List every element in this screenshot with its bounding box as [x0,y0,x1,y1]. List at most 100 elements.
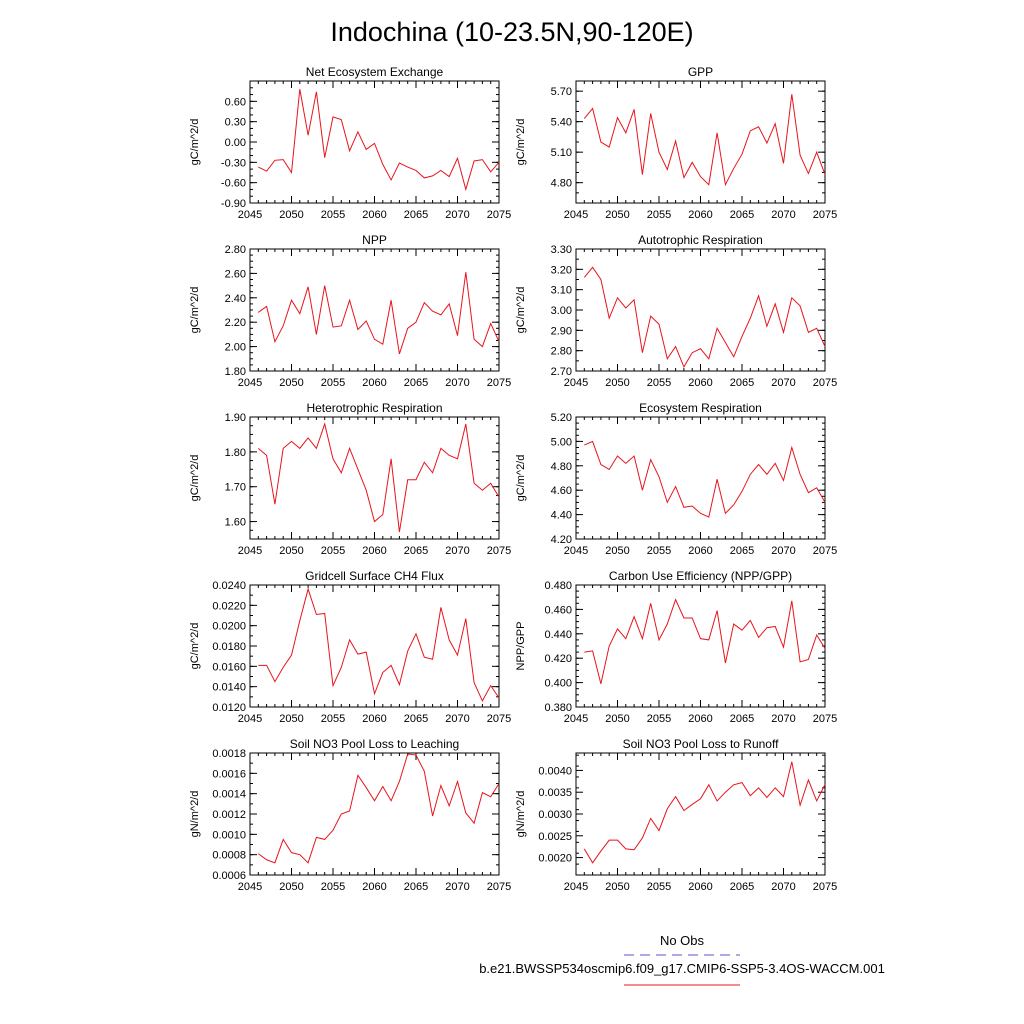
panel-10: Soil NO3 Pool Loss to Runoff gN/m^2/d 2045… [515,737,837,893]
y-tick-label: 0.0006 [212,870,246,882]
y-tick-label: 0.440 [544,629,572,641]
y-tick-label: 0.0035 [538,787,572,799]
x-tick-label: 2055 [321,209,345,221]
y-tick-label: 0.0020 [538,853,572,865]
panel-title: Carbon Use Efficiency (NPP/GPP) [609,569,792,583]
y-tick-label: 1.70 [225,482,246,494]
x-tick-label: 2050 [279,713,303,725]
panel-title: Soil NO3 Pool Loss to Runoff [623,737,780,751]
y-tick-label: 5.00 [551,436,572,448]
panel-title: Gridcell Surface CH4 Flux [305,569,444,583]
x-tick-label: 2060 [362,209,386,221]
x-tick-label: 2055 [321,377,345,389]
plot-frame [249,752,500,876]
x-tick-label: 2070 [445,545,469,557]
x-tick-label: 2065 [404,881,428,893]
x-tick-label: 2060 [362,713,386,725]
x-tick-label: 2070 [771,209,795,221]
panel-title: Net Ecosystem Exchange [306,65,444,79]
panel-title: Heterotrophic Respiration [306,401,442,415]
y-tick-label: 0.00 [225,137,246,149]
y-tick-label: 0.0200 [212,621,246,633]
y-tick-label: 4.40 [551,510,572,522]
panel-4: Autotrophic Respiration gC/m^2/d 2045 2050 2… [515,233,837,389]
y-axis-label: gC/m^2/d [515,119,527,166]
plot-frame [575,416,826,540]
x-tick-label: 2075 [813,881,837,893]
x-tick-label: 2060 [362,377,386,389]
series-line [258,587,500,703]
x-tick-label: 2075 [487,209,511,221]
panel-title: NPP [362,233,387,247]
x-tick-label: 2055 [647,209,671,221]
y-axis-label: gN/m^2/d [515,791,527,838]
y-tick-label: 2.20 [225,317,246,329]
y-tick-label: 0.0180 [212,641,246,653]
y-tick-label: 0.0240 [212,580,246,592]
x-tick-label: 2060 [362,545,386,557]
y-tick-label: 0.0160 [212,661,246,673]
y-tick-label: 5.70 [551,86,572,98]
y-tick-label: 3.30 [551,244,572,256]
x-tick-label: 2060 [688,881,712,893]
y-axis-label: gC/m^2/d [189,455,201,502]
y-tick-label: 0.480 [544,580,572,592]
y-tick-label: 0.0010 [212,829,246,841]
y-axis-label: gC/m^2/d [515,455,527,502]
y-tick-label: 0.30 [225,117,246,129]
x-tick-label: 2065 [730,209,754,221]
panel-5: Heterotrophic Respiration gC/m^2/d 2045 205… [189,401,511,557]
x-tick-label: 2050 [605,881,629,893]
y-tick-label: 0.0140 [212,682,246,694]
y-tick-label: 0.0025 [538,831,572,843]
x-tick-label: 2070 [771,377,795,389]
y-tick-label: 5.40 [551,117,572,129]
x-tick-label: 2055 [647,713,671,725]
plot-frame [575,752,826,876]
x-tick-label: 2055 [321,713,345,725]
panel-title: Ecosystem Respiration [639,401,762,415]
x-tick-label: 2060 [688,545,712,557]
y-tick-label: 0.0014 [212,789,246,801]
y-tick-label: 0.420 [544,653,572,665]
plot-frame [575,584,826,708]
x-tick-label: 2045 [238,713,262,725]
y-tick-label: 0.0040 [538,765,572,777]
x-tick-label: 2065 [404,713,428,725]
panels-container: Net Ecosystem Exchange gC/m^2/d 2045 2050 20… [189,65,837,893]
y-tick-label: 0.0008 [212,850,246,862]
series-line [258,753,500,864]
x-tick-label: 2075 [487,713,511,725]
legend-obs-label: No Obs [660,933,705,948]
y-tick-label: 0.0120 [212,702,246,714]
x-tick-label: 2045 [564,881,588,893]
series-line [257,422,500,533]
y-tick-label: 5.10 [551,147,572,159]
x-tick-label: 2075 [813,377,837,389]
x-tick-label: 2055 [647,881,671,893]
y-tick-label: 1.60 [225,517,246,529]
x-tick-label: 2075 [487,545,511,557]
y-tick-label: 2.00 [225,342,246,354]
x-tick-label: 2045 [564,377,588,389]
figure-title: Indochina (10-23.5N,90-120E) [330,17,693,47]
y-tick-label: 0.0030 [538,809,572,821]
x-tick-label: 2075 [813,713,837,725]
series-line [583,761,826,864]
y-tick-label: -0.30 [221,157,246,169]
x-tick-label: 2050 [279,377,303,389]
x-tick-label: 2070 [445,209,469,221]
series-line [583,266,826,369]
y-tick-label: 1.80 [225,366,246,378]
x-tick-label: 2065 [730,377,754,389]
series-line [584,440,826,518]
plot-frame [249,80,500,204]
y-tick-label: 5.20 [551,412,572,424]
x-tick-label: 2065 [730,545,754,557]
panel-title: GPP [688,65,713,79]
x-tick-label: 2045 [564,713,588,725]
y-tick-label: 4.60 [551,485,572,497]
x-tick-label: 2060 [688,209,712,221]
y-tick-label: 2.80 [551,346,572,358]
